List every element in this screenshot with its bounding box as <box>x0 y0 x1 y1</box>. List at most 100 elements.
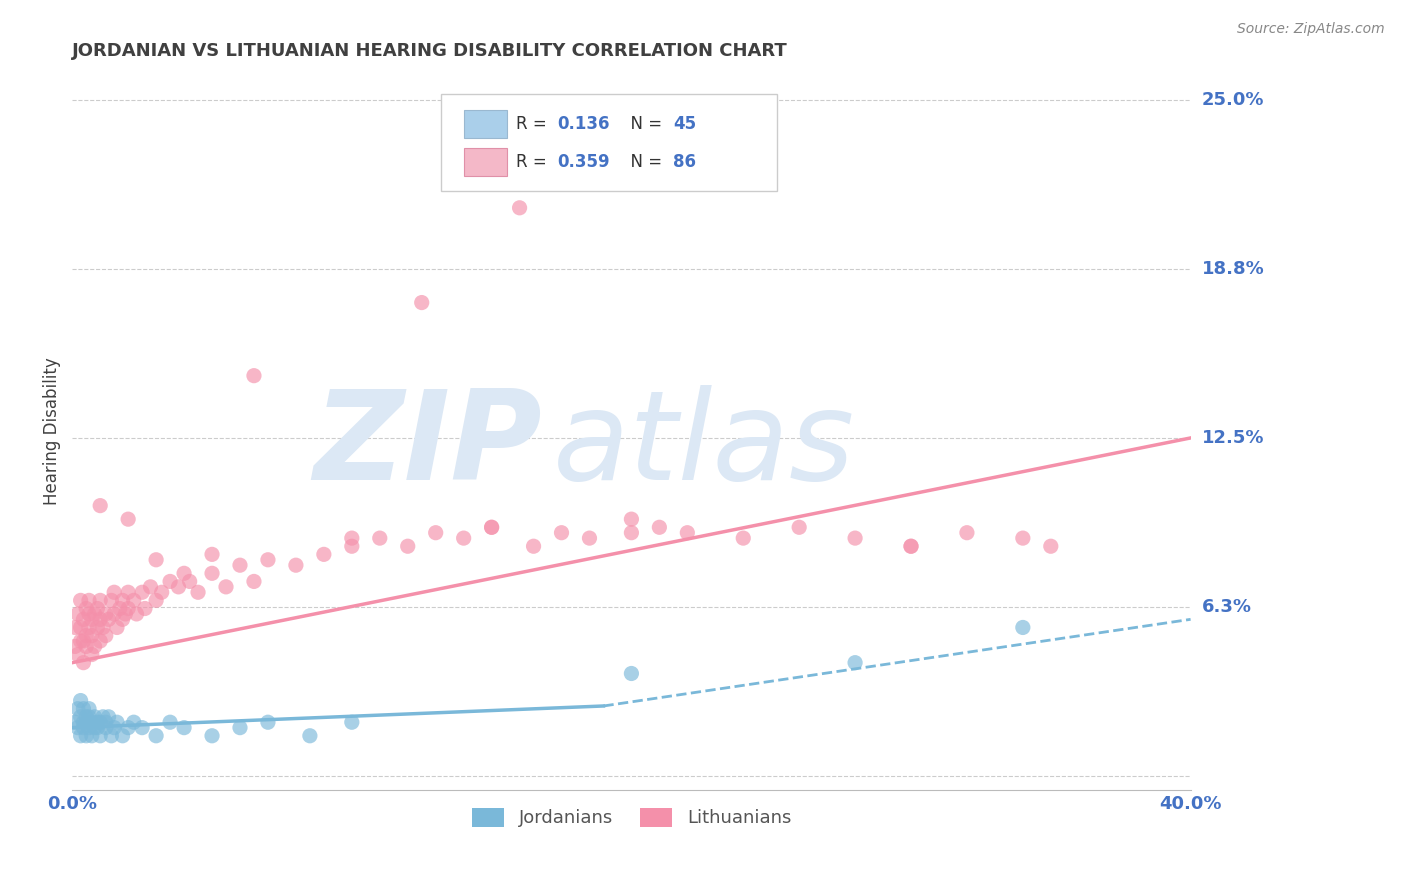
Point <box>844 656 866 670</box>
Point <box>150 585 173 599</box>
Point <box>66 721 89 735</box>
Point <box>75 640 97 654</box>
Point <box>72 701 94 715</box>
Point <box>114 607 136 621</box>
Point <box>145 729 167 743</box>
Point <box>80 715 103 730</box>
Point <box>509 201 531 215</box>
Text: JORDANIAN VS LITHUANIAN HEARING DISABILITY CORRELATION CHART: JORDANIAN VS LITHUANIAN HEARING DISABILI… <box>72 42 787 60</box>
Point <box>340 539 363 553</box>
Point <box>125 607 148 621</box>
Point <box>117 721 139 735</box>
Point <box>243 368 266 383</box>
Point <box>179 574 201 589</box>
Point <box>69 710 91 724</box>
Point <box>83 710 105 724</box>
Point <box>72 656 94 670</box>
Point <box>66 607 89 621</box>
Point <box>63 640 86 654</box>
Text: 0.359: 0.359 <box>558 153 610 171</box>
Point <box>481 520 503 534</box>
Point <box>63 620 86 634</box>
Point <box>83 721 105 735</box>
Point <box>69 729 91 743</box>
Point <box>340 715 363 730</box>
Point <box>69 593 91 607</box>
Point <box>117 585 139 599</box>
Point <box>1011 531 1033 545</box>
Point <box>105 715 128 730</box>
Point <box>91 710 114 724</box>
Point <box>173 721 195 735</box>
Point <box>676 525 699 540</box>
Point <box>89 593 111 607</box>
Point <box>117 512 139 526</box>
Point <box>103 585 125 599</box>
Point <box>187 585 209 599</box>
Point <box>72 612 94 626</box>
Point <box>66 701 89 715</box>
Point <box>69 693 91 707</box>
Point <box>86 620 108 634</box>
Point <box>111 612 134 626</box>
Point <box>91 620 114 634</box>
Point <box>229 721 252 735</box>
Point <box>77 701 100 715</box>
Point <box>117 601 139 615</box>
Text: R =: R = <box>516 115 553 133</box>
Point <box>89 715 111 730</box>
Point <box>131 585 153 599</box>
Point <box>83 640 105 654</box>
Point <box>201 547 224 561</box>
Point <box>89 499 111 513</box>
Point <box>340 531 363 545</box>
Point <box>72 634 94 648</box>
Point <box>80 648 103 662</box>
Point <box>844 531 866 545</box>
Point <box>620 666 643 681</box>
Point <box>368 531 391 545</box>
Point <box>201 729 224 743</box>
Point <box>86 601 108 615</box>
FancyBboxPatch shape <box>464 148 508 177</box>
Point <box>215 580 238 594</box>
Point <box>131 721 153 735</box>
Text: atlas: atlas <box>553 385 855 506</box>
Point <box>77 721 100 735</box>
Point <box>80 629 103 643</box>
Point <box>89 634 111 648</box>
Point <box>86 721 108 735</box>
Point <box>139 580 162 594</box>
Text: N =: N = <box>620 153 668 171</box>
Text: ZIP: ZIP <box>314 385 541 506</box>
Text: 45: 45 <box>673 115 696 133</box>
Point <box>80 729 103 743</box>
Point <box>72 715 94 730</box>
Point <box>77 607 100 621</box>
Point <box>75 710 97 724</box>
Point <box>159 715 181 730</box>
Point <box>229 558 252 573</box>
Point <box>72 721 94 735</box>
Point <box>77 620 100 634</box>
Point <box>105 620 128 634</box>
Point <box>100 593 122 607</box>
Point <box>648 520 671 534</box>
Point <box>75 601 97 615</box>
Point <box>787 520 810 534</box>
Point <box>83 607 105 621</box>
Text: 6.3%: 6.3% <box>1202 599 1251 616</box>
Point <box>167 580 190 594</box>
Point <box>103 721 125 735</box>
Point <box>453 531 475 545</box>
Text: Source: ZipAtlas.com: Source: ZipAtlas.com <box>1237 22 1385 37</box>
Point <box>66 648 89 662</box>
Point <box>94 721 117 735</box>
Point <box>1011 620 1033 634</box>
Point <box>1039 539 1062 553</box>
Point <box>201 566 224 581</box>
Point <box>97 612 120 626</box>
Point <box>481 520 503 534</box>
Point <box>111 593 134 607</box>
Point <box>956 525 979 540</box>
